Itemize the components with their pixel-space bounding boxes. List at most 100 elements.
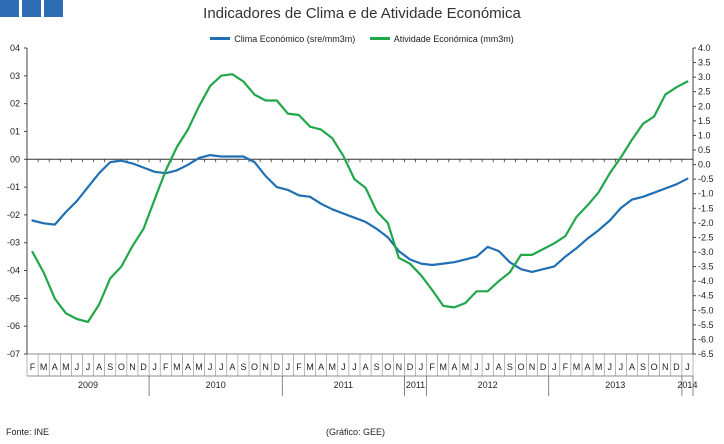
month-label: J: [619, 362, 624, 372]
month-label: J: [608, 362, 613, 372]
year-label: 2010: [206, 380, 226, 390]
right-tick-label: 1.0: [698, 130, 711, 140]
right-tick-label: -4.5: [698, 291, 714, 301]
right-tick-label: -4.0: [698, 276, 714, 286]
series-line-atividade: [31, 73, 689, 323]
month-label: A: [451, 362, 457, 372]
right-tick-label: 3.5: [698, 58, 711, 68]
month-label: M: [329, 362, 337, 372]
month-label: F: [563, 362, 569, 372]
right-tick-label: -2.5: [698, 232, 714, 242]
month-label: O: [251, 362, 258, 372]
month-label: J: [219, 362, 224, 372]
month-label: A: [585, 362, 591, 372]
right-tick-label: -1.5: [698, 203, 714, 213]
year-label: 2011: [334, 380, 353, 390]
legend-swatch-atividade: [369, 37, 390, 40]
left-tick-label: -04: [7, 266, 20, 276]
month-label: S: [374, 362, 380, 372]
left-tick-label: 03: [10, 71, 20, 81]
legend-label-atividade: Atividade Económica (mm3m): [393, 33, 514, 44]
month-label: O: [651, 362, 658, 372]
month-label: S: [640, 362, 646, 372]
month-label: A: [363, 362, 369, 372]
left-tick-label: -06: [7, 321, 20, 331]
month-label: M: [440, 362, 448, 372]
month-label: D: [673, 362, 680, 372]
month-label: S: [507, 362, 513, 372]
month-label: J: [152, 362, 157, 372]
left-tick-label: -05: [7, 293, 20, 303]
right-tick-label: -3.5: [698, 262, 714, 272]
right-tick-label: -1.0: [698, 189, 714, 199]
month-label: D: [140, 362, 147, 372]
month-label: D: [274, 362, 281, 372]
left-tick-label: -07: [7, 349, 20, 359]
month-label: F: [429, 362, 435, 372]
month-label: J: [419, 362, 424, 372]
right-tick-label: -2.0: [698, 218, 714, 228]
right-tick-label: 0.5: [698, 145, 711, 155]
logo-square-2: [22, 0, 41, 17]
right-tick-label: -6.5: [698, 349, 714, 359]
month-label: J: [552, 362, 557, 372]
legend-swatch-clima: [210, 37, 231, 40]
left-tick-label: -01: [7, 182, 20, 192]
month-label: J: [341, 362, 346, 372]
chart-title: Indicadores de Clima e de Atividade Econ…: [203, 5, 521, 22]
year-label: 2014: [677, 380, 697, 390]
month-label: J: [86, 362, 91, 372]
month-label: D: [540, 362, 547, 372]
month-label: M: [462, 362, 470, 372]
left-tick-label: 00: [10, 154, 20, 164]
legend-item-clima: Clima Económico (sre/mm3m): [210, 34, 355, 44]
source-note: Fonte: INE: [6, 427, 50, 437]
month-label: F: [296, 362, 302, 372]
year-label: 2013: [605, 380, 625, 390]
month-label: N: [129, 362, 136, 372]
month-label: J: [352, 362, 357, 372]
month-label: A: [496, 362, 502, 372]
logo-square-3: [44, 0, 63, 17]
right-tick-label: -3.0: [698, 247, 714, 257]
chart-credit: (Gráfico: GEE): [326, 427, 386, 437]
legend-label-clima: Clima Económico (sre/mm3m): [234, 33, 356, 44]
right-tick-label: 0.0: [698, 160, 711, 170]
year-label: 2012: [478, 380, 498, 390]
legend-item-atividade: Atividade Económica (mm3m): [369, 33, 514, 44]
year-label: 2009: [78, 380, 98, 390]
month-label: S: [107, 362, 113, 372]
month-label: A: [318, 362, 324, 372]
month-label: J: [75, 362, 80, 372]
right-tick-label: -5.5: [698, 320, 714, 330]
logo-square-1: [0, 0, 19, 17]
month-label: M: [173, 362, 181, 372]
month-label: J: [474, 362, 479, 372]
right-tick-label: -0.5: [698, 174, 714, 184]
right-tick-label: 4.0: [698, 43, 711, 53]
left-tick-label: -02: [7, 210, 20, 220]
year-label: 2011: [406, 380, 425, 390]
month-label: O: [384, 362, 391, 372]
month-label: M: [195, 362, 203, 372]
month-label: A: [629, 362, 635, 372]
month-label: J: [685, 362, 690, 372]
month-label: F: [30, 362, 36, 372]
month-label: D: [407, 362, 414, 372]
month-label: A: [185, 362, 191, 372]
month-label: J: [208, 362, 213, 372]
month-label: N: [529, 362, 536, 372]
month-label: A: [52, 362, 58, 372]
month-label: J: [485, 362, 490, 372]
month-label: M: [62, 362, 70, 372]
month-label: N: [396, 362, 403, 372]
left-tick-label: 02: [10, 99, 20, 109]
left-tick-label: 04: [10, 43, 20, 53]
month-label: A: [229, 362, 235, 372]
month-label: N: [662, 362, 669, 372]
month-label: A: [96, 362, 102, 372]
month-label: M: [573, 362, 581, 372]
right-tick-label: 2.5: [698, 87, 711, 97]
month-label: M: [595, 362, 603, 372]
